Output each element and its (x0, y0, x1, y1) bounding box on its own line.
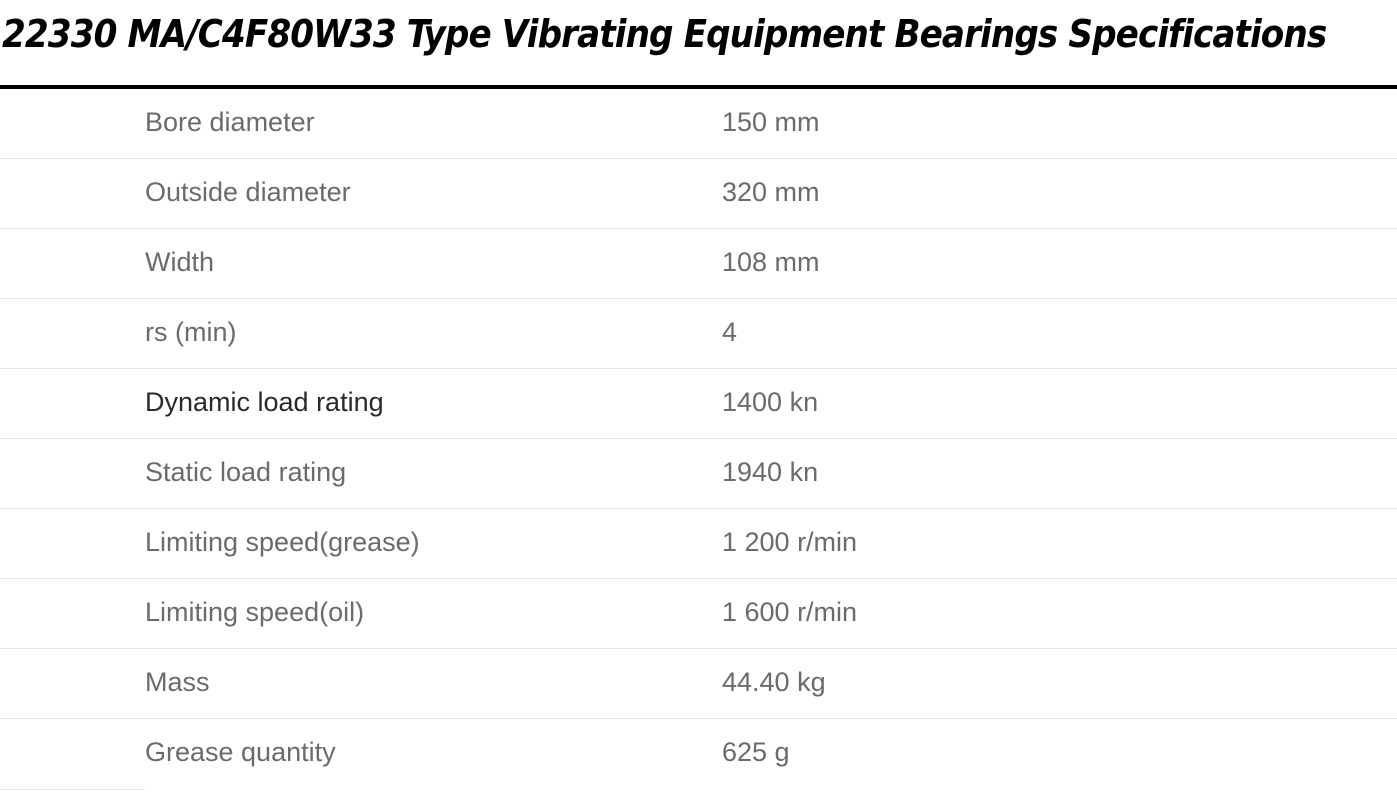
spec-value: 1940 kn (722, 457, 819, 487)
spec-label: Bore diameter (145, 107, 315, 137)
spec-value: 44.40 kg (722, 667, 826, 697)
spec-label: Static load rating (145, 457, 347, 487)
spec-value: 4 (722, 317, 738, 347)
spec-table: Bore diameter 150 mm Outside diameter 32… (0, 89, 1397, 788)
bottom-divider (0, 789, 145, 790)
spec-label: Grease quantity (145, 737, 336, 767)
spec-label: Width (145, 247, 215, 277)
table-row-limiting-speed-oil: Limiting speed(oil) 1 600 r/min (0, 579, 1397, 649)
table-row-rs-min: rs (min) 4 (0, 299, 1397, 369)
table-row-bore-diameter: Bore diameter 150 mm (0, 89, 1397, 159)
spec-label: Limiting speed(grease) (145, 527, 420, 557)
title-underline (0, 85, 1397, 89)
table-row-static-load-rating: Static load rating 1940 kn (0, 439, 1397, 509)
table-row-dynamic-load-rating: Dynamic load rating 1400 kn (0, 369, 1397, 439)
spec-value: 320 mm (722, 177, 820, 207)
spec-label: Limiting speed(oil) (145, 597, 365, 627)
spec-value: 150 mm (722, 107, 820, 137)
page-title: 22330 MA/C4F80W33 Type Vibrating Equipme… (2, 12, 1327, 56)
spec-label: Outside diameter (145, 177, 351, 207)
table-row-limiting-speed-grease: Limiting speed(grease) 1 200 r/min (0, 509, 1397, 579)
table-row-mass: Mass 44.40 kg (0, 649, 1397, 719)
table-row-outside-diameter: Outside diameter 320 mm (0, 159, 1397, 229)
spec-label: Dynamic load rating (145, 387, 384, 417)
spec-value: 108 mm (722, 247, 820, 277)
spec-value: 1 200 r/min (722, 527, 858, 557)
spec-label: Mass (145, 667, 210, 697)
spec-value: 625 g (722, 737, 790, 767)
table-row-grease-quantity: Grease quantity 625 g (0, 719, 1397, 788)
spec-value: 1400 kn (722, 387, 819, 417)
table-row-width: Width 108 mm (0, 229, 1397, 299)
spec-label: rs (min) (145, 317, 237, 347)
spec-value: 1 600 r/min (722, 597, 858, 627)
